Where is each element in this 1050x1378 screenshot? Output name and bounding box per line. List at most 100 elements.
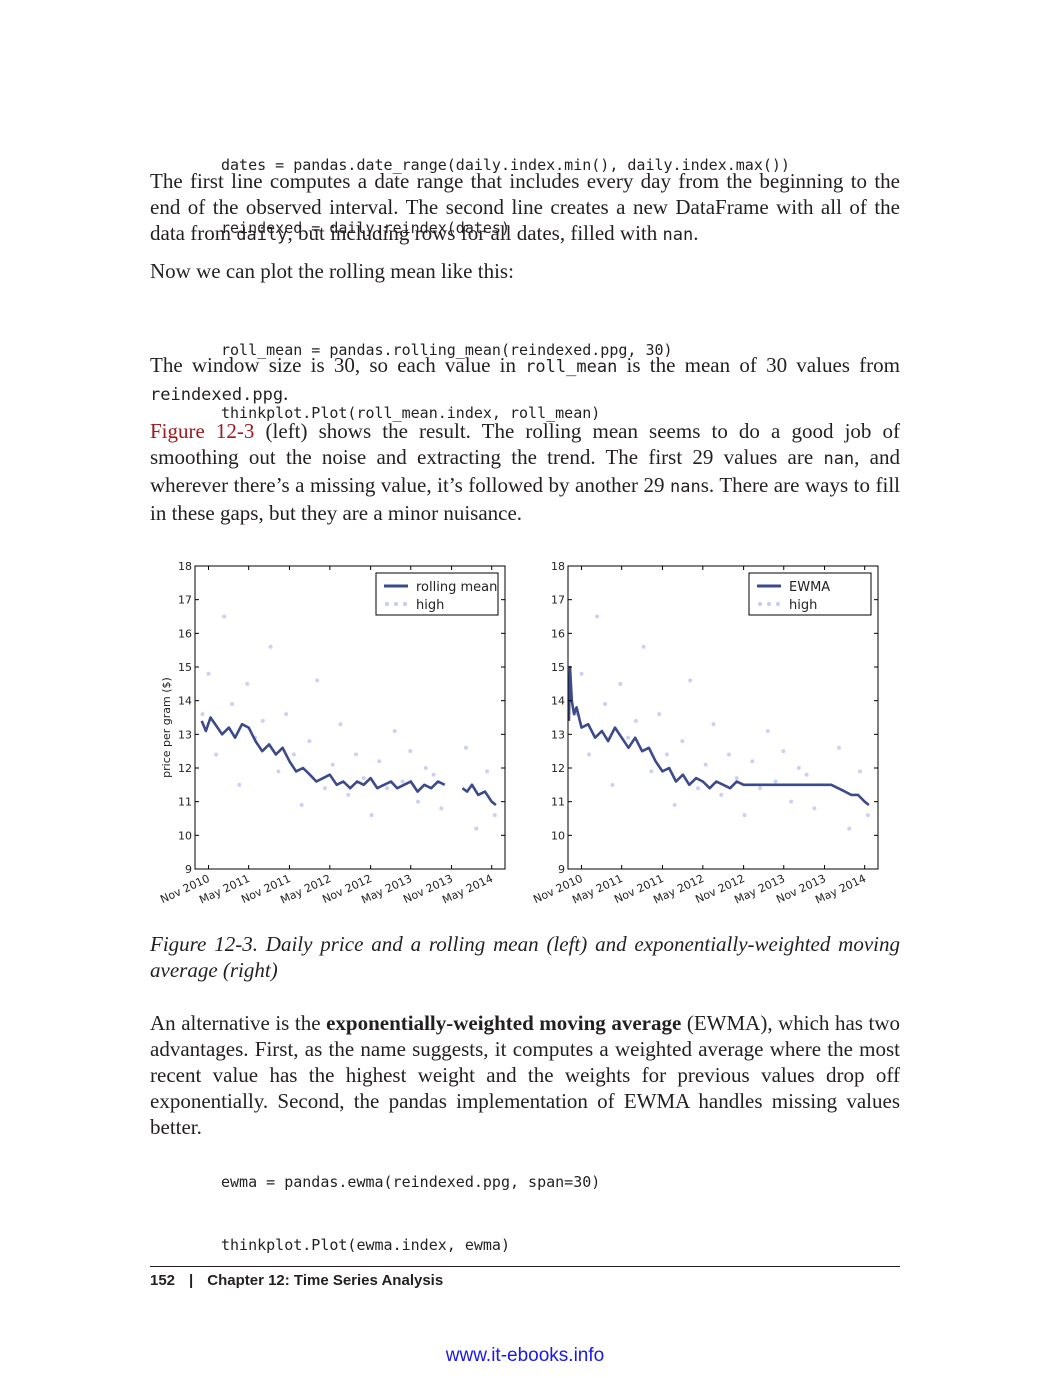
scatter-point — [330, 762, 335, 767]
code-line: dates = pandas.date_range(daily.index.mi… — [221, 156, 790, 174]
scatter-point — [245, 681, 250, 686]
scatter-point — [641, 644, 646, 649]
y-tick-label: 15 — [178, 661, 192, 674]
scatter-point — [719, 792, 724, 797]
y-axis-label: price per gram ($) — [160, 677, 173, 778]
scatter-point — [230, 702, 235, 707]
scatter-point — [268, 644, 273, 649]
legend-scatter-swatch — [394, 602, 398, 606]
text: . — [693, 221, 699, 245]
code-block-top: dates = pandas.date_range(daily.index.mi… — [221, 113, 790, 260]
scatter-point — [485, 769, 490, 774]
text: An alternative is the — [150, 1011, 327, 1035]
legend-scatter-swatch — [776, 602, 780, 606]
page-footer: 152 | Chapter 12: Time Series Analysis — [150, 1272, 443, 1289]
scatter-point — [664, 752, 669, 757]
scatter-point — [346, 792, 351, 797]
plot-frame — [194, 565, 506, 870]
scatter-point — [439, 806, 444, 811]
scatter-point — [200, 712, 205, 717]
page-number: 152 — [150, 1272, 176, 1289]
code-line: roll_mean = pandas.rolling_mean(reindexe… — [221, 341, 673, 359]
scatter-point — [672, 803, 677, 808]
y-tick-label: 16 — [551, 627, 565, 640]
scatter-point — [758, 786, 763, 791]
scatter-point — [680, 739, 685, 744]
legend-scatter-swatch — [767, 602, 771, 606]
scatter-point — [474, 826, 479, 831]
scatter-point — [796, 766, 801, 770]
scatter-series — [200, 614, 497, 831]
legend-label: EWMA — [789, 580, 830, 595]
scatter-point — [579, 671, 584, 676]
scatter-point — [214, 752, 219, 757]
series-line — [567, 665, 870, 807]
scatter-point — [858, 769, 863, 774]
footer-separator: | — [189, 1272, 194, 1289]
scatter-point — [322, 786, 327, 791]
paragraph-ewma: An alternative is the exponentially-weig… — [150, 1010, 900, 1140]
code-line: reindexed = daily.reindex(dates) — [221, 219, 510, 237]
scatter-point — [222, 614, 227, 619]
inline-code: reindexed.ppg — [150, 385, 284, 405]
text: s. There are ways to fill in these gaps,… — [150, 473, 900, 525]
scatter-point — [603, 702, 608, 707]
scatter-point — [361, 776, 366, 781]
legend-label: rolling mean — [416, 580, 497, 595]
scatter-point — [423, 766, 428, 770]
y-tick-label: 17 — [178, 594, 192, 607]
figure-link[interactable]: Figure 12-3 — [150, 419, 255, 443]
y-tick-label: 14 — [178, 695, 192, 708]
scatter-point — [385, 786, 390, 791]
scatter-point — [688, 678, 693, 683]
scatter-point — [734, 776, 739, 781]
plot-frame — [567, 565, 879, 870]
text: The first line computes a date range tha… — [150, 169, 900, 245]
y-tick-label: 10 — [551, 829, 565, 842]
y-tick-label: 11 — [551, 796, 565, 809]
inline-code: nan — [670, 477, 701, 497]
scatter-point — [369, 813, 374, 818]
text: , and wherever there’s a missing value, … — [150, 445, 900, 497]
code-block-bottom: ewma = pandas.ewma(reindexed.ppg, span=3… — [221, 1130, 600, 1277]
text: . — [283, 381, 289, 405]
scatter-point — [742, 813, 747, 818]
scatter-point — [711, 722, 716, 727]
scatter-point — [703, 762, 708, 767]
site-link[interactable]: www.it-ebooks.info — [445, 1345, 605, 1366]
scatter-point — [377, 759, 382, 764]
y-tick-label: 16 — [178, 627, 192, 640]
inline-code: nan — [662, 225, 694, 245]
scatter-point — [276, 769, 281, 774]
scatter-point — [781, 749, 786, 754]
code-block-middle: roll_mean = pandas.rolling_mean(reindexe… — [221, 298, 673, 445]
text: , but including rows for all dates, fill… — [287, 221, 663, 245]
paragraph-plot-intro: Now we can plot the rolling mean like th… — [150, 259, 514, 283]
scatter-point — [618, 681, 623, 686]
scatter-point — [291, 752, 296, 757]
code-line: ewma = pandas.ewma(reindexed.ppg, span=3… — [221, 1173, 601, 1191]
y-tick-label: 17 — [551, 594, 565, 607]
inline-code: roll_mean — [525, 357, 618, 377]
legend-box — [375, 572, 499, 616]
scatter-point — [492, 813, 497, 818]
scatter-point — [765, 728, 770, 733]
scatter-point — [237, 782, 242, 787]
scatter-series — [573, 614, 870, 831]
scatter-point — [789, 799, 794, 804]
series-line — [200, 716, 446, 793]
scatter-point — [812, 806, 817, 811]
scatter-point — [750, 759, 755, 764]
scatter-point — [626, 735, 631, 740]
legend-label: high — [416, 598, 444, 613]
legend-box — [748, 572, 872, 616]
scatter-point — [726, 752, 731, 757]
inline-code: nan — [823, 449, 855, 469]
y-tick-label: 15 — [551, 661, 565, 674]
legend-scatter-swatch — [385, 602, 389, 606]
figure-caption: Figure 12-3. Daily price and a rolling m… — [150, 932, 900, 982]
scatter-point — [416, 799, 421, 804]
scatter-point — [299, 803, 304, 808]
